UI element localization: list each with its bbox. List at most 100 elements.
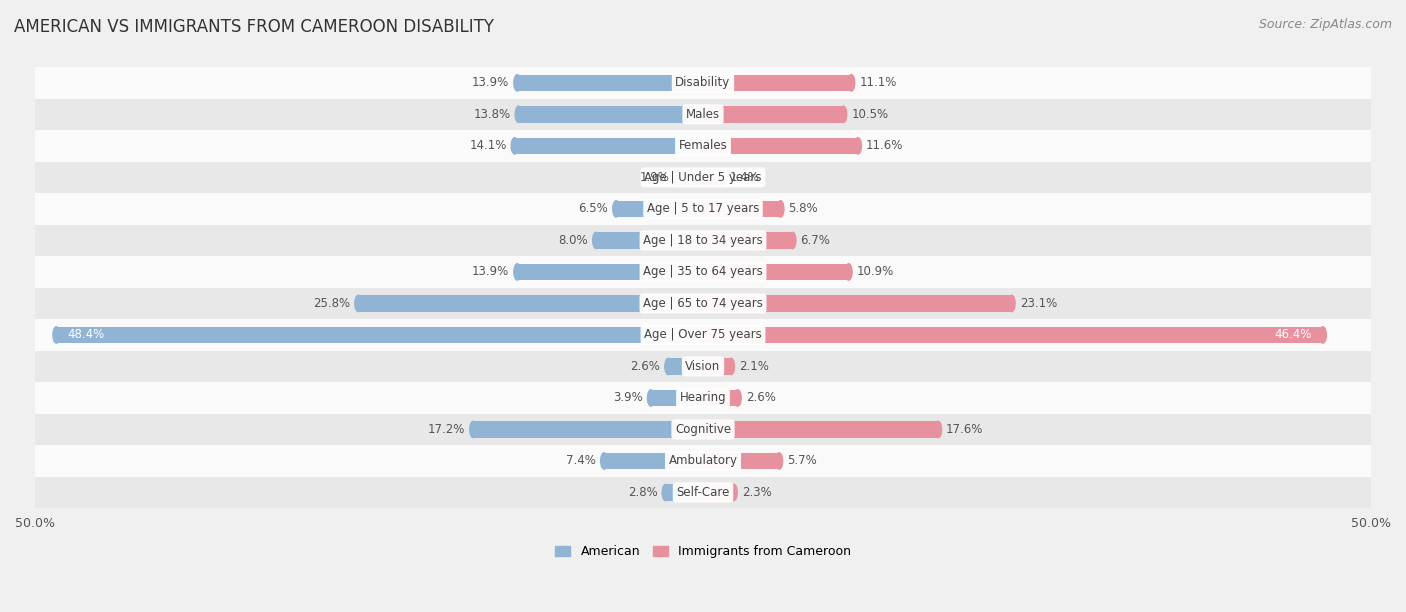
Bar	[35, 351, 1371, 382]
Bar	[35, 382, 1371, 414]
Bar	[35, 414, 1371, 445]
Circle shape	[727, 358, 734, 375]
Bar	[703, 390, 738, 406]
Bar	[703, 295, 1011, 312]
Bar	[703, 264, 849, 280]
Text: 1.4%: 1.4%	[730, 171, 759, 184]
Text: 5.7%: 5.7%	[787, 455, 817, 468]
Bar	[703, 421, 938, 438]
Bar	[703, 327, 1323, 343]
Bar	[359, 295, 703, 312]
Text: 13.9%: 13.9%	[472, 76, 509, 89]
Bar	[616, 201, 703, 217]
Bar	[703, 453, 779, 469]
Text: 14.1%: 14.1%	[470, 140, 506, 152]
Text: 6.5%: 6.5%	[578, 203, 609, 215]
Bar	[517, 264, 703, 280]
Circle shape	[1008, 295, 1015, 312]
Text: Males: Males	[686, 108, 720, 121]
Text: 10.5%: 10.5%	[851, 108, 889, 121]
Circle shape	[730, 484, 737, 501]
Text: Vision: Vision	[685, 360, 721, 373]
Circle shape	[665, 358, 672, 375]
Text: AMERICAN VS IMMIGRANTS FROM CAMEROON DISABILITY: AMERICAN VS IMMIGRANTS FROM CAMEROON DIS…	[14, 18, 494, 36]
Bar	[703, 484, 734, 501]
Text: Age | 35 to 64 years: Age | 35 to 64 years	[643, 266, 763, 278]
Bar	[703, 358, 731, 375]
Text: Self-Care: Self-Care	[676, 486, 730, 499]
Bar	[35, 67, 1371, 99]
Text: 8.0%: 8.0%	[558, 234, 588, 247]
Legend: American, Immigrants from Cameroon: American, Immigrants from Cameroon	[550, 540, 856, 563]
Text: 17.2%: 17.2%	[427, 423, 465, 436]
Circle shape	[647, 390, 654, 406]
Circle shape	[935, 421, 942, 438]
Bar	[35, 319, 1371, 351]
Bar	[56, 327, 703, 343]
Bar	[35, 445, 1371, 477]
Text: 13.8%: 13.8%	[474, 108, 510, 121]
Bar	[35, 288, 1371, 319]
Circle shape	[778, 201, 785, 217]
Circle shape	[600, 453, 607, 469]
Text: 11.6%: 11.6%	[866, 140, 904, 152]
Circle shape	[515, 106, 522, 122]
Circle shape	[354, 295, 361, 312]
Bar	[703, 75, 851, 91]
Text: Age | 5 to 17 years: Age | 5 to 17 years	[647, 203, 759, 215]
Text: 5.8%: 5.8%	[789, 203, 818, 215]
Text: 17.6%: 17.6%	[946, 423, 984, 436]
Circle shape	[839, 106, 846, 122]
Bar	[519, 106, 703, 122]
Bar	[703, 201, 780, 217]
Bar	[35, 162, 1371, 193]
Bar	[35, 256, 1371, 288]
Bar	[35, 225, 1371, 256]
Text: Age | Over 75 years: Age | Over 75 years	[644, 329, 762, 341]
Bar	[678, 169, 703, 185]
Text: 2.6%: 2.6%	[630, 360, 661, 373]
Text: Cognitive: Cognitive	[675, 423, 731, 436]
Circle shape	[470, 421, 477, 438]
Bar	[35, 193, 1371, 225]
Text: Females: Females	[679, 140, 727, 152]
Bar	[703, 138, 858, 154]
Bar	[474, 421, 703, 438]
Bar	[703, 232, 793, 248]
Text: Ambulatory: Ambulatory	[668, 455, 738, 468]
Circle shape	[1319, 327, 1326, 343]
Circle shape	[513, 264, 520, 280]
Circle shape	[776, 453, 783, 469]
Text: Disability: Disability	[675, 76, 731, 89]
Circle shape	[613, 201, 620, 217]
Bar	[665, 484, 703, 501]
Text: 2.3%: 2.3%	[742, 486, 772, 499]
Circle shape	[734, 390, 741, 406]
Text: 46.4%: 46.4%	[1275, 329, 1312, 341]
Bar	[35, 477, 1371, 508]
Circle shape	[855, 138, 862, 154]
Bar	[605, 453, 703, 469]
Circle shape	[513, 75, 520, 91]
Text: 10.9%: 10.9%	[856, 266, 894, 278]
Text: Age | 18 to 34 years: Age | 18 to 34 years	[643, 234, 763, 247]
Circle shape	[789, 232, 796, 248]
Text: Age | 65 to 74 years: Age | 65 to 74 years	[643, 297, 763, 310]
Circle shape	[512, 138, 517, 154]
Bar	[517, 75, 703, 91]
Text: 11.1%: 11.1%	[859, 76, 897, 89]
Text: Source: ZipAtlas.com: Source: ZipAtlas.com	[1258, 18, 1392, 31]
Text: 2.6%: 2.6%	[745, 392, 776, 405]
Text: 23.1%: 23.1%	[1019, 297, 1057, 310]
Text: 7.4%: 7.4%	[567, 455, 596, 468]
Bar	[35, 99, 1371, 130]
Text: 6.7%: 6.7%	[800, 234, 831, 247]
Bar	[596, 232, 703, 248]
Circle shape	[593, 232, 599, 248]
Circle shape	[718, 169, 725, 185]
Text: 1.9%: 1.9%	[640, 171, 669, 184]
Text: 2.8%: 2.8%	[628, 486, 658, 499]
Bar	[703, 106, 844, 122]
Text: Hearing: Hearing	[679, 392, 727, 405]
Circle shape	[673, 169, 681, 185]
